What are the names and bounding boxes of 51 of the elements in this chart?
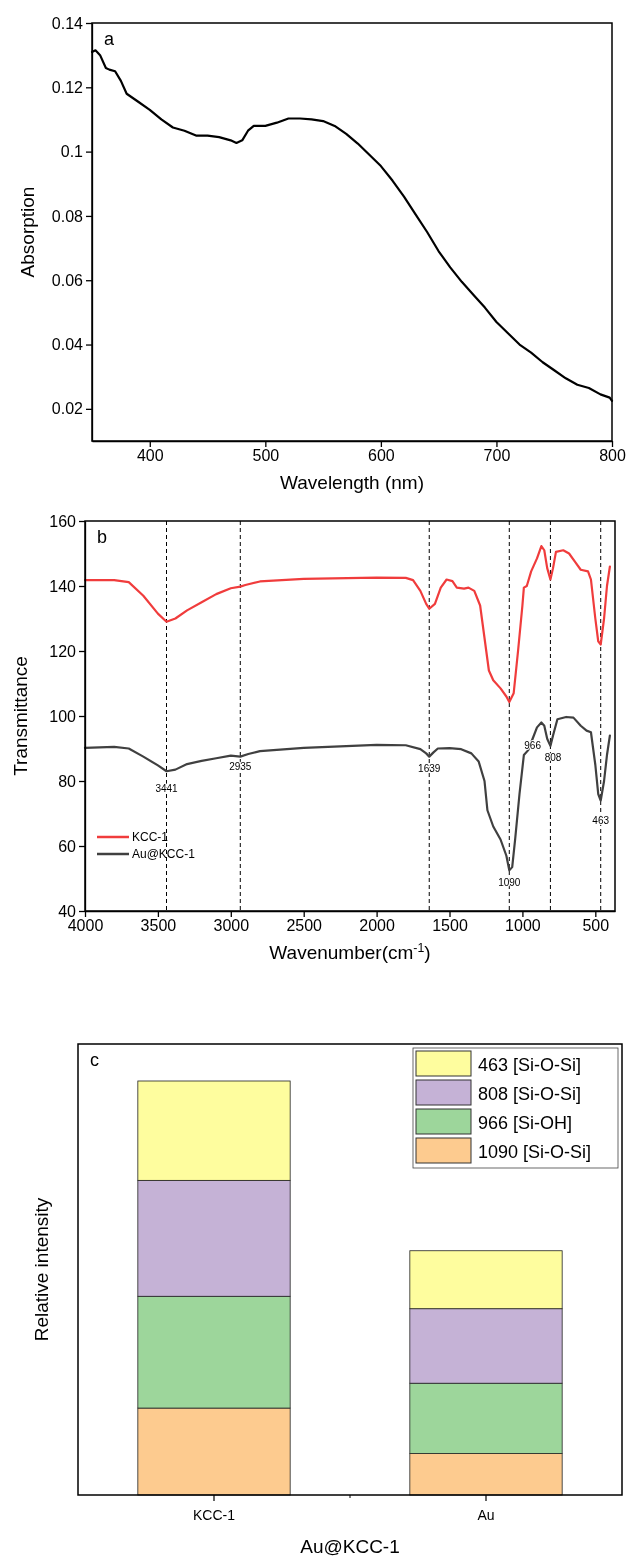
- x-tick-label: 1000: [505, 917, 541, 935]
- x-tick-label: 3000: [213, 917, 250, 935]
- y-tick-label: 140: [49, 577, 77, 595]
- legend-label: 463 [Si-O-Si]: [478, 1054, 582, 1075]
- annotation: 2935: [229, 761, 252, 773]
- y-tick-label: 120: [49, 642, 77, 660]
- x-tick-label: 3500: [140, 917, 177, 935]
- line-series: [83, 715, 611, 872]
- annotation: 3441: [155, 782, 179, 794]
- x-tick-label: 600: [368, 447, 395, 465]
- annotation: 1090: [498, 876, 521, 888]
- x-tick-label: 800: [599, 447, 626, 465]
- x-tick-label: 1500: [432, 917, 468, 935]
- x-tick-label: 2500: [286, 917, 323, 935]
- legend-label: KCC-1: [132, 830, 169, 844]
- y-tick-label: 0.04: [51, 336, 84, 354]
- y-tick-label: 0.12: [51, 78, 84, 96]
- x-tick-label: Au: [477, 1507, 495, 1523]
- x-tick-label: 400: [136, 447, 164, 465]
- y-tick-label: 0.08: [51, 207, 84, 225]
- y-axis-title: Relative intensity: [31, 1197, 52, 1342]
- y-tick-label: 160: [49, 512, 77, 530]
- legend-label: 966 [Si-OH]: [478, 1112, 573, 1133]
- legend-label: 808 [Si-O-Si]: [478, 1083, 582, 1104]
- legend-label: 1090 [Si-O-Si]: [478, 1141, 592, 1162]
- y-tick-label: 60: [58, 837, 77, 855]
- x-tick-label: 500: [252, 447, 280, 465]
- y-tick-label: 80: [58, 772, 77, 790]
- y-tick-label: 0.14: [51, 14, 84, 32]
- text: c: [90, 1050, 99, 1070]
- x-axis-title: Wavenumber(cm$^{-1}$): [269, 941, 431, 963]
- x-tick-label: 4000: [67, 917, 104, 935]
- y-tick-label: 40: [58, 902, 77, 920]
- y-axis-title: Transmittance: [10, 656, 31, 776]
- line-series: [83, 544, 611, 704]
- annotation: a: [104, 29, 115, 49]
- x-tick-label: 500: [582, 917, 610, 935]
- annotation: 1639: [418, 763, 441, 774]
- annotation: 808: [544, 751, 562, 763]
- legend-label: Au@KCC-1: [132, 847, 196, 861]
- x-tick-label: 700: [483, 447, 511, 465]
- y-axis-title: Absorption: [17, 186, 38, 278]
- x-tick-label: 2000: [359, 917, 396, 935]
- annotation: 463: [592, 815, 610, 826]
- x-axis-title: Wavelength (nm): [280, 472, 424, 493]
- y-tick-label: 0.1: [60, 143, 84, 161]
- y-tick-label: 0.02: [51, 400, 84, 418]
- annotation: b: [97, 527, 108, 547]
- x-axis-title: Au@KCC-1: [300, 1536, 400, 1556]
- y-tick-label: 100: [49, 707, 77, 725]
- y-tick-label: 0.06: [51, 271, 84, 289]
